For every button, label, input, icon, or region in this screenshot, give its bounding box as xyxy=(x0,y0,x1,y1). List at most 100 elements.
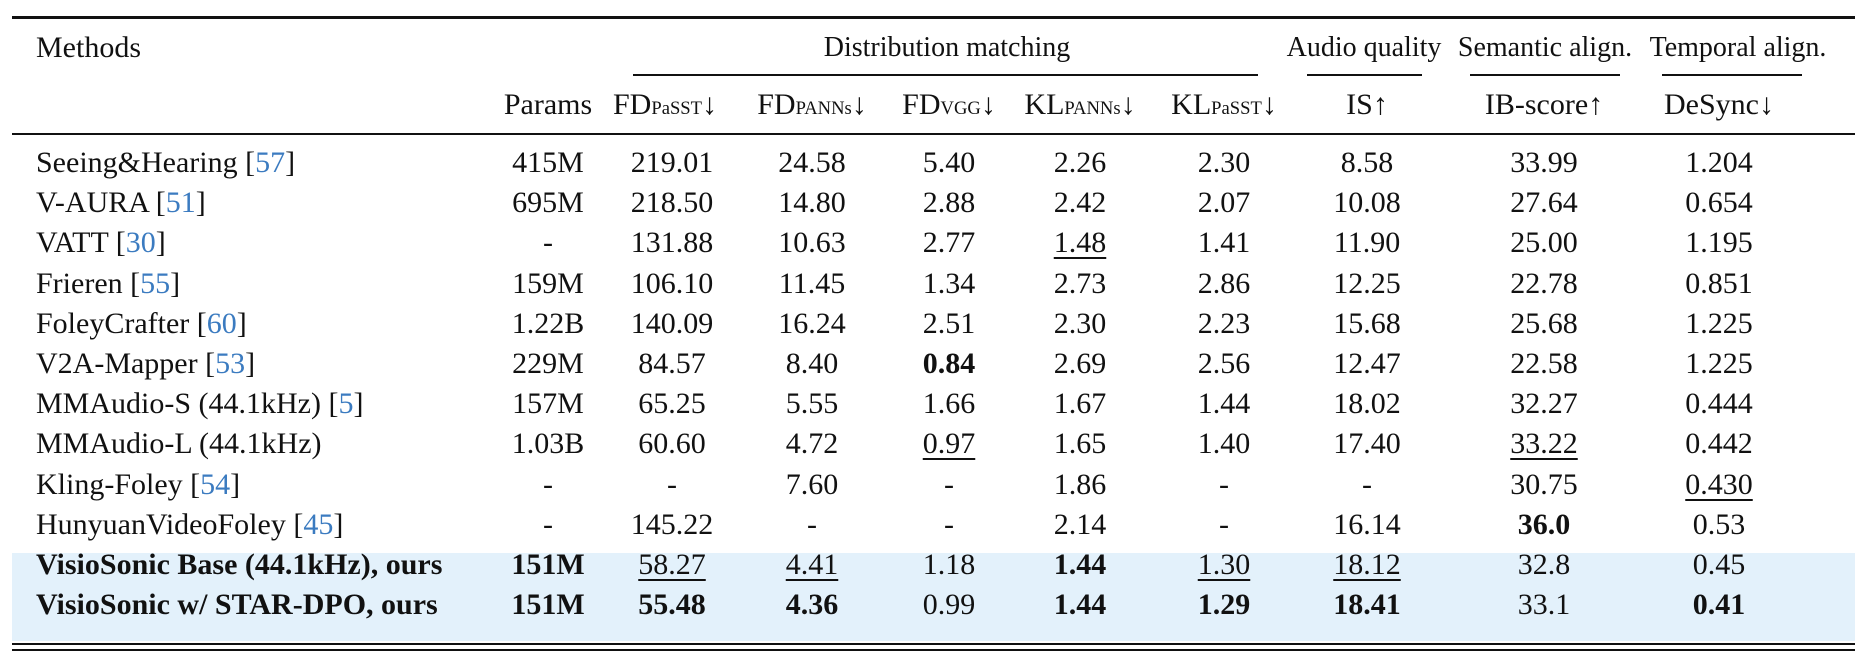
cite-close: ] xyxy=(285,146,296,179)
table-cell: 145.22 xyxy=(630,507,714,541)
table-cell: 36.0 xyxy=(1517,507,1571,541)
table-cell: 0.654 xyxy=(1685,186,1753,220)
method-name: HunyuanVideoFoley [45] xyxy=(36,505,343,545)
table-cell: 18.02 xyxy=(1333,387,1401,421)
cite-close: ] xyxy=(236,306,247,340)
table-cell: 2.30 xyxy=(1197,146,1251,179)
method-name: Frieren [55] xyxy=(36,264,180,304)
table-cell: 32.27 xyxy=(1510,387,1578,421)
method-name: FoleyCrafter [60] xyxy=(36,304,247,344)
table-cell: 2.69 xyxy=(1053,347,1107,380)
table-cell: 1.66 xyxy=(922,387,976,421)
cite-open: [ xyxy=(148,186,166,220)
citation-link[interactable]: 30 xyxy=(125,226,156,260)
ib-score-header: IB-score↑ xyxy=(1484,88,1604,121)
table-cell: 32.8 xyxy=(1517,548,1571,581)
table-cell: 1.44 xyxy=(1197,387,1251,421)
table-cell: 218.50 xyxy=(630,186,714,220)
fd-panns-header: FDPANNs↓ xyxy=(757,88,867,121)
table-cell: 157M xyxy=(512,387,584,421)
table-cell: 2.30 xyxy=(1053,306,1107,340)
method-label: V-AURA xyxy=(36,186,149,220)
table-cell: 22.58 xyxy=(1510,347,1578,380)
table-cell: 60.60 xyxy=(638,427,706,461)
table-cell: 15.68 xyxy=(1333,306,1401,340)
table-cell: 131.88 xyxy=(630,226,714,260)
table-cell: 1.204 xyxy=(1685,146,1753,179)
table-cell: 1.65 xyxy=(1053,427,1107,461)
table-cell: 8.40 xyxy=(785,347,839,380)
table-cell: - xyxy=(543,467,553,501)
fd-passt-header: FDPaSST↓ xyxy=(613,88,717,121)
header-rule xyxy=(12,133,1855,135)
table-cell: 18.12 xyxy=(1333,548,1401,581)
table-cell: 1.22B xyxy=(511,306,585,340)
citation-link[interactable]: 5 xyxy=(338,387,354,421)
table-cell: 58.27 xyxy=(638,548,706,581)
citation-link[interactable]: 51 xyxy=(165,186,196,220)
table-cell: 33.1 xyxy=(1517,588,1571,622)
cite-close: ] xyxy=(333,507,344,541)
table-cell: 16.24 xyxy=(778,306,846,340)
table-cell: 140.09 xyxy=(630,306,714,340)
cite-open: [ xyxy=(285,507,304,541)
method-label: V2A-Mapper xyxy=(36,347,198,380)
table-cell: 151M xyxy=(511,588,585,622)
table-cell: 2.51 xyxy=(922,306,976,340)
table-cell: - xyxy=(1219,467,1229,501)
table-cell: 1.03B xyxy=(511,427,585,461)
table-cell: 14.80 xyxy=(778,186,846,220)
table-cell: 17.40 xyxy=(1333,427,1401,461)
table-cell: 5.40 xyxy=(922,146,976,179)
table-cell: 33.99 xyxy=(1510,146,1578,179)
table-cell: 16.14 xyxy=(1333,507,1401,541)
cite-open: [ xyxy=(237,146,256,179)
citation-link[interactable]: 60 xyxy=(206,306,237,340)
group-semantic-align: Semantic align. xyxy=(1457,32,1633,63)
table-cell: 2.86 xyxy=(1197,266,1251,300)
method-name: V2A-Mapper [53] xyxy=(36,344,255,384)
table-cell: - xyxy=(944,467,954,501)
table-cell: 24.58 xyxy=(778,146,846,179)
citation-link[interactable]: 57 xyxy=(255,146,286,179)
method-name: V-AURA [51] xyxy=(36,183,206,223)
table-cell: 1.225 xyxy=(1685,306,1753,340)
table-cell: 4.41 xyxy=(785,548,839,581)
group-rule-semantic xyxy=(1470,74,1620,76)
method-name: Kling-Foley [54] xyxy=(36,465,240,505)
citation-link[interactable]: 54 xyxy=(200,467,231,501)
method-label: VisioSonic w/ STAR-DPO, ours xyxy=(36,588,438,622)
is-header: IS↑ xyxy=(1346,88,1388,121)
cite-open: [ xyxy=(122,266,141,300)
table-cell: 65.25 xyxy=(638,387,706,421)
table-cell: - xyxy=(1219,507,1229,541)
group-rule-distribution xyxy=(633,74,1258,76)
table-cell: - xyxy=(944,507,954,541)
citation-link[interactable]: 45 xyxy=(303,507,334,541)
table-cell: 219.01 xyxy=(630,146,714,179)
table-cell: 4.36 xyxy=(785,588,839,622)
table-cell: 2.14 xyxy=(1053,507,1107,541)
table-cell: 0.430 xyxy=(1685,467,1753,501)
cite-close: ] xyxy=(170,266,181,300)
table-cell: 0.442 xyxy=(1685,427,1753,461)
table-cell: 8.58 xyxy=(1340,146,1394,179)
table-cell: - xyxy=(543,226,553,260)
citation-link[interactable]: 53 xyxy=(215,347,246,380)
table-cell: 695M xyxy=(512,186,584,220)
cite-open: [ xyxy=(189,306,207,340)
top-rule xyxy=(12,16,1855,19)
method-label: MMAudio-S (44.1kHz) xyxy=(36,387,321,421)
table-cell: 12.47 xyxy=(1333,347,1401,380)
desync-header: DeSync↓ xyxy=(1664,88,1774,121)
table-cell: 2.23 xyxy=(1197,306,1251,340)
method-name: VisioSonic w/ STAR-DPO, ours xyxy=(36,585,438,625)
citation-link[interactable]: 55 xyxy=(140,266,171,300)
table-cell: 1.86 xyxy=(1053,467,1107,501)
table-cell: 2.42 xyxy=(1053,186,1107,220)
table-cell: 0.99 xyxy=(922,588,976,622)
table-cell: 0.851 xyxy=(1685,266,1753,300)
table-cell: - xyxy=(1362,467,1372,501)
table-cell: 11.90 xyxy=(1333,226,1401,260)
table-cell: 2.73 xyxy=(1053,266,1107,300)
